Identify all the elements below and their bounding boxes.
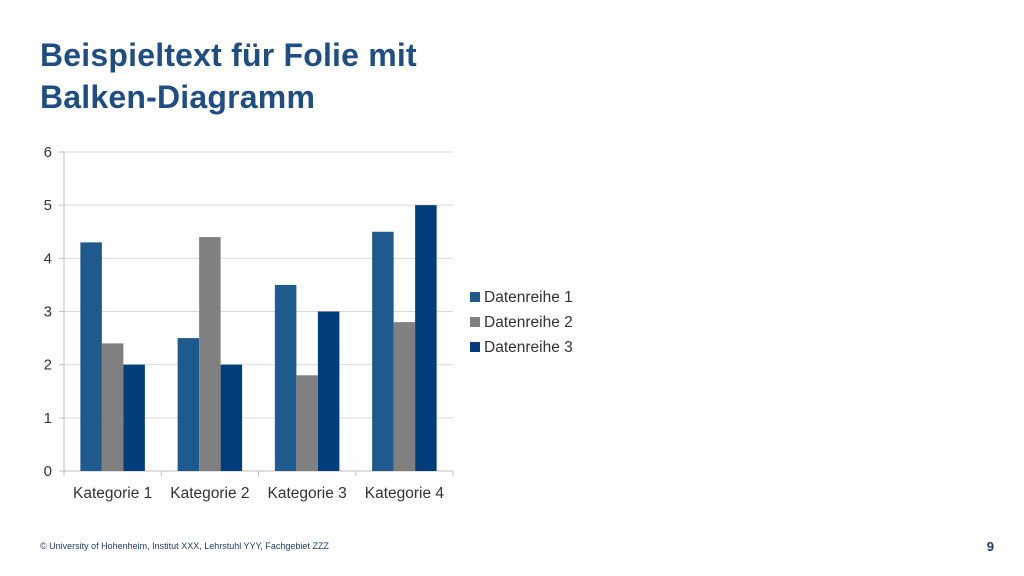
legend-label-2: Datenreihe 2 xyxy=(484,314,573,331)
slide-title-line-1: Beispieltext für Folie mit xyxy=(40,37,417,73)
y-tick-label: 3 xyxy=(44,304,52,321)
bar-3-4 xyxy=(415,205,437,471)
slide-title-line-2: Balken-Diagramm xyxy=(40,79,316,115)
bar-1-3 xyxy=(274,284,297,471)
bar-1-1 xyxy=(80,242,102,471)
bar-1-4 xyxy=(372,231,394,471)
legend-label-3: Datenreihe 3 xyxy=(484,339,573,356)
bar-3-3 xyxy=(317,311,340,471)
legend-swatch-2 xyxy=(470,317,480,327)
x-tick-label: Kategorie 2 xyxy=(170,485,249,502)
page-number: 9 xyxy=(986,539,994,554)
legend-swatch-1 xyxy=(470,292,480,302)
chart-labels: 0 1 2 3 4 5 6 Kategorie 1 Kategorie 2 Kategorie 3… xyxy=(44,144,445,502)
chart-bars xyxy=(80,205,437,471)
x-tick-label: Kategorie 4 xyxy=(365,485,445,502)
x-tick-label: Kategorie 3 xyxy=(267,485,346,502)
footer-copyright: © University of Hohenheim, Institut XXX,… xyxy=(40,541,329,551)
y-tick-label: 5 xyxy=(44,197,52,214)
x-tick-label: Kategorie 1 xyxy=(73,485,152,502)
y-tick-label: 2 xyxy=(44,357,52,374)
bar-3-2 xyxy=(220,364,243,471)
y-tick-label: 1 xyxy=(44,410,52,427)
y-tick-label: 6 xyxy=(44,144,52,161)
legend-label-1: Datenreihe 1 xyxy=(484,289,573,306)
y-tick-label: 4 xyxy=(44,250,52,267)
legend-swatch-3 xyxy=(470,342,480,352)
bar-1-2 xyxy=(177,338,200,471)
chart-legend: Datenreihe 1 Datenreihe 2 Datenreihe 3 xyxy=(470,289,573,356)
slide-title: Beispieltext für Folie mit Balken-Diagra… xyxy=(40,34,660,118)
bar-2-2 xyxy=(199,237,221,471)
bar-2-1 xyxy=(101,343,124,471)
bar-2-3 xyxy=(296,375,318,471)
bar-2-4 xyxy=(393,322,416,471)
bar-3-1 xyxy=(123,364,145,471)
y-tick-label: 0 xyxy=(44,463,52,480)
